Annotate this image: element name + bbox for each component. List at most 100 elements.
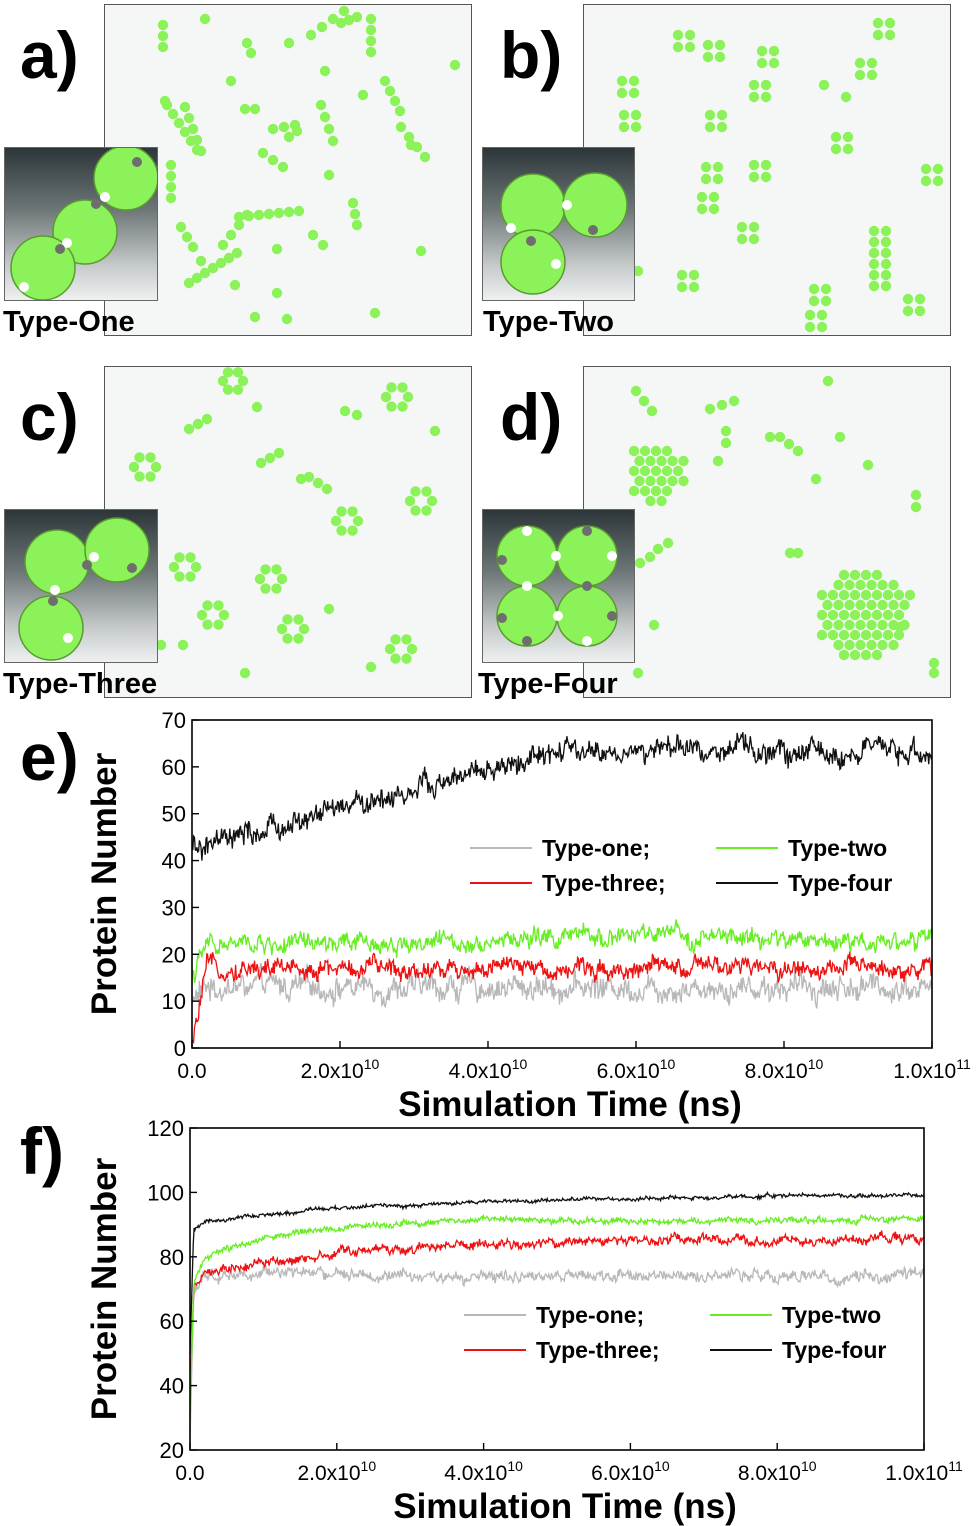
series-line-type-one	[189, 1264, 925, 1440]
protein-particle	[352, 515, 364, 527]
protein-particle	[401, 634, 412, 645]
patch-dot	[522, 581, 532, 591]
y-tick-label: 0	[174, 1036, 186, 1061]
protein-particle	[844, 579, 855, 591]
protein-particle	[618, 121, 630, 133]
protein-particle	[855, 599, 866, 611]
protein-particle	[880, 269, 892, 281]
protein-particle	[868, 247, 880, 259]
protein-particle	[650, 485, 662, 497]
protein-particle	[202, 600, 213, 611]
patch-dot	[497, 613, 507, 623]
protein-particle	[820, 295, 832, 307]
protein-particle	[716, 121, 728, 133]
snapshot-d	[583, 366, 951, 698]
protein-particle	[196, 609, 208, 621]
protein-particle	[868, 280, 880, 292]
protein-particle	[700, 173, 712, 185]
type-one-particle-diagram	[10, 145, 159, 301]
protein-particle	[389, 95, 401, 107]
protein-particle	[871, 649, 883, 661]
protein-particle	[716, 399, 728, 411]
panel-label-e: e)	[20, 720, 79, 794]
protein-particle	[810, 473, 822, 485]
protein-particle	[312, 477, 324, 489]
protein-particle	[860, 589, 872, 601]
patch-dot	[91, 199, 101, 209]
protein-particle	[276, 573, 288, 585]
protein-particle	[644, 551, 656, 563]
protein-particle	[277, 161, 289, 173]
protein-particle	[295, 473, 307, 485]
protein-particle	[716, 109, 728, 121]
protein-particle	[840, 91, 852, 103]
protein-particle	[656, 475, 667, 487]
protein-particle	[877, 579, 888, 591]
protein-particle	[639, 465, 651, 477]
protein-particle	[893, 589, 905, 601]
protein-particle	[267, 123, 279, 135]
subunit-circle	[18, 595, 84, 661]
protein-particle	[155, 639, 167, 651]
protein-particle	[854, 57, 866, 69]
panel-label-b: b)	[500, 18, 563, 92]
protein-particle	[365, 661, 377, 673]
protein-particle	[426, 495, 438, 507]
protein-particle	[804, 321, 816, 333]
patch-dot	[19, 282, 29, 292]
protein-particle	[397, 401, 408, 412]
protein-particle	[661, 445, 673, 457]
protein-particle	[213, 619, 224, 630]
protein-particle	[183, 277, 195, 289]
protein-particle	[415, 245, 427, 257]
protein-particle	[871, 629, 883, 641]
protein-particle	[199, 13, 211, 25]
protein-particle	[702, 51, 714, 63]
protein-particle	[756, 45, 768, 57]
series-line-type-three	[189, 1230, 924, 1402]
protein-particle	[645, 495, 656, 507]
protein-particle	[634, 557, 646, 569]
protein-particle	[868, 236, 880, 248]
protein-particle	[672, 41, 684, 53]
x-tick-label: 4.0x1010	[449, 1056, 528, 1083]
type-two-particle-diagram	[500, 172, 628, 295]
protein-particle	[899, 599, 910, 611]
protein-particle	[351, 11, 363, 23]
patch-dot	[562, 200, 572, 210]
protein-particle	[866, 69, 878, 81]
patch-dot	[55, 244, 65, 254]
x-tick-label: 8.0x1010	[745, 1056, 824, 1083]
y-tick-label: 30	[162, 895, 186, 920]
protein-particle	[351, 409, 363, 421]
y-tick-label: 10	[162, 989, 186, 1014]
protein-particle	[175, 221, 187, 233]
protein-particle	[282, 614, 293, 625]
protein-particle	[714, 39, 726, 51]
inset-label-type-one: Type-One	[3, 306, 135, 338]
patch-dot	[551, 551, 561, 561]
protein-particle	[822, 599, 833, 611]
protein-particle	[667, 455, 678, 467]
protein-particle	[323, 169, 335, 181]
series-line-type-one	[191, 963, 933, 1009]
series-line-type-four	[189, 1190, 925, 1354]
protein-particle	[656, 455, 667, 467]
protein-particle	[404, 495, 416, 507]
protein-particle	[406, 643, 418, 655]
protein-particle	[397, 382, 408, 393]
y-tick-label: 60	[162, 755, 186, 780]
protein-particle	[217, 239, 229, 251]
protein-particle	[365, 24, 377, 36]
inset-type-four	[482, 509, 635, 663]
patch-dot	[522, 636, 532, 646]
protein-particle	[271, 583, 282, 594]
protein-particle	[696, 191, 708, 203]
y-axis-label: Protein Number	[85, 752, 124, 1015]
protein-particle	[871, 609, 883, 621]
panel-label-d: d)	[500, 380, 563, 454]
protein-particle	[317, 239, 329, 251]
protein-particle	[902, 305, 914, 317]
protein-particle	[827, 629, 839, 641]
protein-particle	[860, 629, 872, 641]
